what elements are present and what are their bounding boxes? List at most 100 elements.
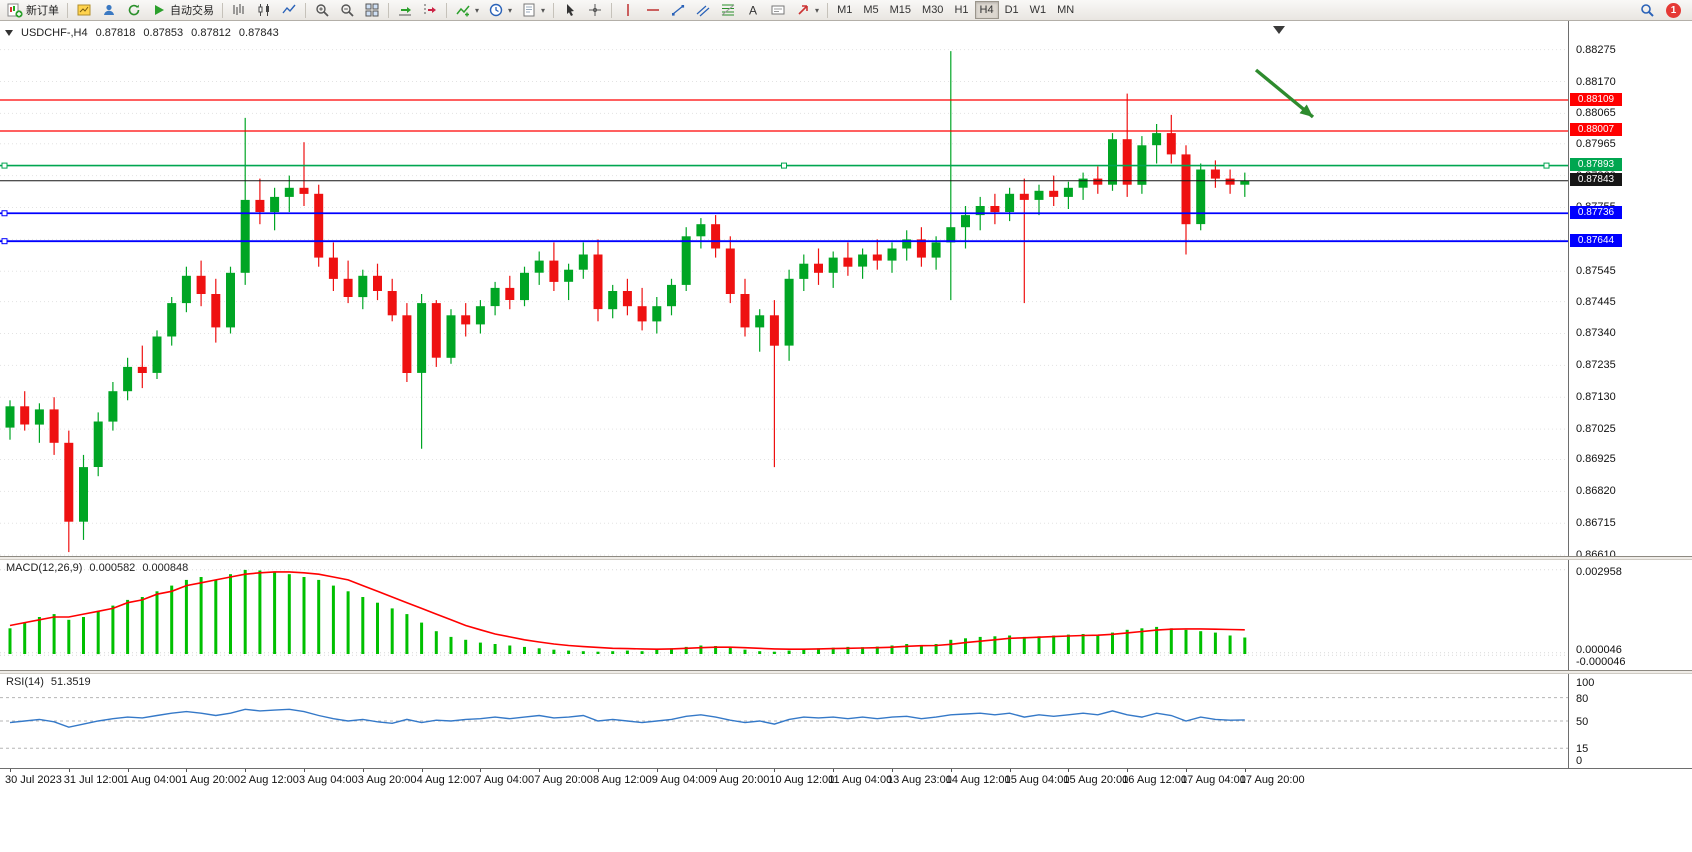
bear-candle[interactable] — [769, 315, 779, 346]
bull-candle[interactable] — [1196, 169, 1206, 225]
line-handle[interactable] — [1, 162, 8, 169]
bull-candle[interactable] — [828, 257, 838, 273]
templates-button[interactable]: ▾ — [517, 1, 549, 20]
bull-candle[interactable] — [564, 269, 574, 282]
drawn-arrow-head[interactable] — [1299, 104, 1314, 118]
bull-candle[interactable] — [961, 215, 970, 228]
bear-candle[interactable] — [196, 275, 206, 294]
bear-candle[interactable] — [916, 239, 926, 258]
timeframe-m15-button[interactable]: M15 — [885, 1, 916, 19]
bull-candle[interactable] — [608, 291, 618, 310]
bull-candle[interactable] — [167, 303, 177, 337]
rsi-panel[interactable]: RSI(14) 51.3519 — [0, 674, 1568, 768]
bull-candle[interactable] — [931, 242, 941, 258]
bear-candle[interactable] — [1181, 154, 1191, 225]
bull-candle[interactable] — [946, 227, 956, 243]
timeframe-w1-button[interactable]: W1 — [1025, 1, 1052, 19]
bear-candle[interactable] — [725, 248, 735, 295]
bull-candle[interactable] — [446, 315, 456, 358]
search-button[interactable] — [1635, 1, 1659, 20]
bull-candle[interactable] — [1078, 178, 1088, 188]
bull-candle[interactable] — [181, 275, 191, 304]
horizontal-line-tool-button[interactable] — [641, 1, 665, 20]
bull-candle[interactable] — [681, 236, 691, 285]
bull-candle[interactable] — [270, 196, 280, 213]
new-chart-button[interactable] — [72, 1, 96, 20]
bull-candle[interactable] — [358, 275, 368, 298]
bear-candle[interactable] — [20, 406, 30, 425]
bear-candle[interactable] — [637, 306, 647, 322]
line-handle[interactable] — [1543, 162, 1550, 169]
autotrading-button[interactable]: 自动交易 — [147, 1, 218, 20]
bear-candle[interactable] — [387, 291, 397, 316]
new-order-button[interactable]: 新订单 — [3, 1, 63, 20]
bull-candle[interactable] — [520, 272, 529, 301]
timeframe-d1-button[interactable]: D1 — [1000, 1, 1024, 19]
bear-candle[interactable] — [1225, 178, 1235, 185]
chart-shift-button[interactable] — [418, 1, 442, 20]
timeframe-h4-button[interactable]: H4 — [974, 1, 999, 19]
bull-candle[interactable] — [490, 287, 500, 307]
bear-candle[interactable] — [64, 442, 74, 522]
bear-candle[interactable] — [137, 366, 147, 373]
bear-candle[interactable] — [373, 275, 382, 291]
chart-candles-button[interactable] — [252, 1, 276, 20]
bull-candle[interactable] — [667, 284, 676, 307]
fibonacci-tool-button[interactable] — [716, 1, 740, 20]
bear-candle[interactable] — [872, 254, 882, 261]
chart-shift-marker[interactable] — [1273, 26, 1285, 34]
bull-candle[interactable] — [240, 199, 250, 273]
arrows-tool-button[interactable]: ▾ — [791, 1, 823, 20]
chart-line-button[interactable] — [277, 1, 301, 20]
bull-candle[interactable] — [799, 263, 809, 279]
bull-candle[interactable] — [152, 336, 162, 373]
periods-button[interactable]: ▾ — [484, 1, 516, 20]
zoom-out-button[interactable] — [335, 1, 359, 20]
bear-candle[interactable] — [49, 409, 59, 443]
chart-bars-button[interactable] — [227, 1, 251, 20]
bear-candle[interactable] — [1210, 169, 1220, 179]
bull-candle[interactable] — [784, 278, 794, 346]
bull-candle[interactable] — [284, 187, 294, 197]
line-handle[interactable] — [1, 238, 8, 245]
bear-candle[interactable] — [740, 294, 750, 328]
bull-candle[interactable] — [1152, 133, 1162, 146]
cursor-button[interactable] — [558, 1, 582, 20]
bull-candle[interactable] — [887, 248, 897, 261]
line-handle[interactable] — [1, 210, 8, 217]
time-axis[interactable]: 30 Jul 2023 31 Jul 12:00 1 Aug 04:00 1 Aug … — [0, 768, 1692, 789]
bear-candle[interactable] — [1049, 190, 1059, 197]
bear-candle[interactable] — [1093, 178, 1103, 185]
panel-splitter-1[interactable] — [0, 556, 1692, 560]
panel-splitter-2[interactable] — [0, 670, 1692, 674]
bear-candle[interactable] — [593, 254, 603, 310]
timeframe-m30-button[interactable]: M30 — [917, 1, 948, 19]
timeframe-m1-button[interactable]: M1 — [832, 1, 857, 19]
bull-candle[interactable] — [696, 224, 706, 237]
refresh-button[interactable] — [122, 1, 146, 20]
macd-panel[interactable]: MACD(12,26,9) 0.000582 0.000848 — [0, 560, 1568, 670]
bear-candle[interactable] — [1166, 133, 1176, 155]
vertical-line-tool-button[interactable] — [616, 1, 640, 20]
bear-candle[interactable] — [1019, 193, 1029, 200]
bull-candle[interactable] — [108, 391, 118, 422]
crosshair-button[interactable] — [583, 1, 607, 20]
bear-candle[interactable] — [1122, 139, 1132, 185]
zoom-in-button[interactable] — [310, 1, 334, 20]
price-chart-panel[interactable]: USDCHF-,H4 0.87818 0.87853 0.87812 0.878… — [0, 22, 1568, 556]
bear-candle[interactable] — [255, 199, 265, 212]
bull-candle[interactable] — [1240, 180, 1250, 185]
bull-candle[interactable] — [475, 306, 485, 325]
price-chart-plot[interactable] — [0, 22, 1568, 556]
bull-candle[interactable] — [1108, 139, 1117, 185]
bear-candle[interactable] — [814, 263, 823, 273]
bull-candle[interactable] — [755, 315, 765, 328]
line-handle[interactable] — [781, 162, 787, 169]
bull-candle[interactable] — [123, 366, 133, 392]
profile-button[interactable] — [97, 1, 121, 20]
timeframe-m5-button[interactable]: M5 — [858, 1, 883, 19]
text-tool-button[interactable]: A — [741, 1, 765, 20]
bull-candle[interactable] — [1034, 190, 1044, 200]
bear-candle[interactable] — [343, 278, 353, 297]
timeframe-mn-button[interactable]: MN — [1052, 1, 1079, 19]
